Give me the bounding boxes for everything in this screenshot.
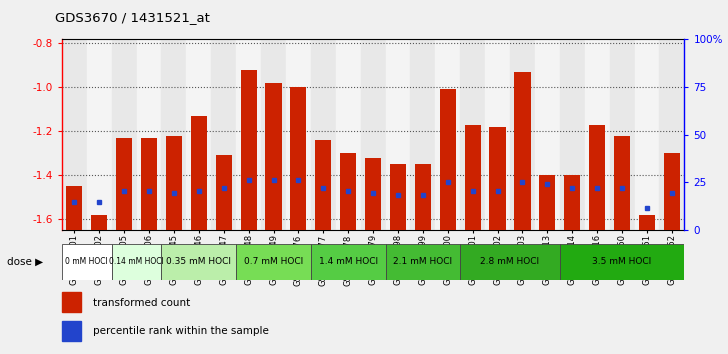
Text: transformed count: transformed count: [93, 298, 190, 308]
Bar: [489, 127, 506, 230]
Bar: [386, 39, 411, 230]
Text: GDS3670 / 1431521_at: GDS3670 / 1431521_at: [55, 11, 210, 24]
Text: 1.4 mM HOCl: 1.4 mM HOCl: [319, 257, 378, 267]
Bar: [386, 244, 460, 280]
Bar: [515, 72, 531, 230]
Bar: [609, 39, 635, 230]
Bar: [639, 215, 655, 230]
Bar: [290, 87, 306, 230]
Bar: [162, 244, 236, 280]
Bar: [62, 39, 87, 230]
Bar: [460, 244, 560, 280]
Bar: [435, 39, 460, 230]
Bar: [614, 136, 630, 230]
Bar: [415, 164, 431, 230]
Bar: [635, 39, 660, 230]
Text: 2.1 mM HOCl: 2.1 mM HOCl: [393, 257, 453, 267]
Text: 0.7 mM HOCl: 0.7 mM HOCl: [244, 257, 303, 267]
Bar: [211, 39, 236, 230]
Bar: [660, 39, 684, 230]
Bar: [365, 158, 381, 230]
Bar: [162, 39, 186, 230]
Bar: [411, 39, 435, 230]
Bar: [340, 153, 356, 230]
Text: 0.35 mM HOCl: 0.35 mM HOCl: [166, 257, 232, 267]
Bar: [311, 244, 386, 280]
Bar: [336, 39, 360, 230]
Bar: [137, 39, 162, 230]
Bar: [266, 83, 282, 230]
Bar: [215, 155, 232, 230]
Bar: [360, 39, 386, 230]
Bar: [539, 175, 555, 230]
Bar: [62, 321, 81, 341]
Bar: [186, 39, 211, 230]
Bar: [62, 244, 111, 280]
Bar: [585, 39, 609, 230]
Bar: [111, 244, 162, 280]
Bar: [261, 39, 286, 230]
Bar: [664, 153, 680, 230]
Bar: [116, 138, 132, 230]
Text: percentile rank within the sample: percentile rank within the sample: [93, 326, 269, 336]
Bar: [485, 39, 510, 230]
Text: 0 mM HOCl: 0 mM HOCl: [66, 257, 108, 267]
Bar: [91, 215, 107, 230]
Bar: [460, 39, 485, 230]
Bar: [560, 39, 585, 230]
Bar: [66, 186, 82, 230]
Bar: [311, 39, 336, 230]
Bar: [464, 125, 480, 230]
Text: 0.14 mM HOCl: 0.14 mM HOCl: [109, 257, 164, 267]
Text: 2.8 mM HOCl: 2.8 mM HOCl: [480, 257, 539, 267]
Bar: [440, 90, 456, 230]
Bar: [315, 140, 331, 230]
Bar: [141, 138, 157, 230]
Text: dose ▶: dose ▶: [7, 257, 44, 267]
Text: 3.5 mM HOCl: 3.5 mM HOCl: [593, 257, 652, 267]
Bar: [236, 39, 261, 230]
Bar: [236, 244, 311, 280]
Bar: [87, 39, 111, 230]
Bar: [240, 70, 257, 230]
Bar: [390, 164, 406, 230]
Bar: [166, 136, 182, 230]
Bar: [560, 244, 684, 280]
Bar: [62, 292, 81, 312]
Bar: [589, 125, 605, 230]
Bar: [510, 39, 535, 230]
Bar: [535, 39, 560, 230]
Bar: [286, 39, 311, 230]
Bar: [111, 39, 137, 230]
Bar: [564, 175, 580, 230]
Bar: [191, 116, 207, 230]
